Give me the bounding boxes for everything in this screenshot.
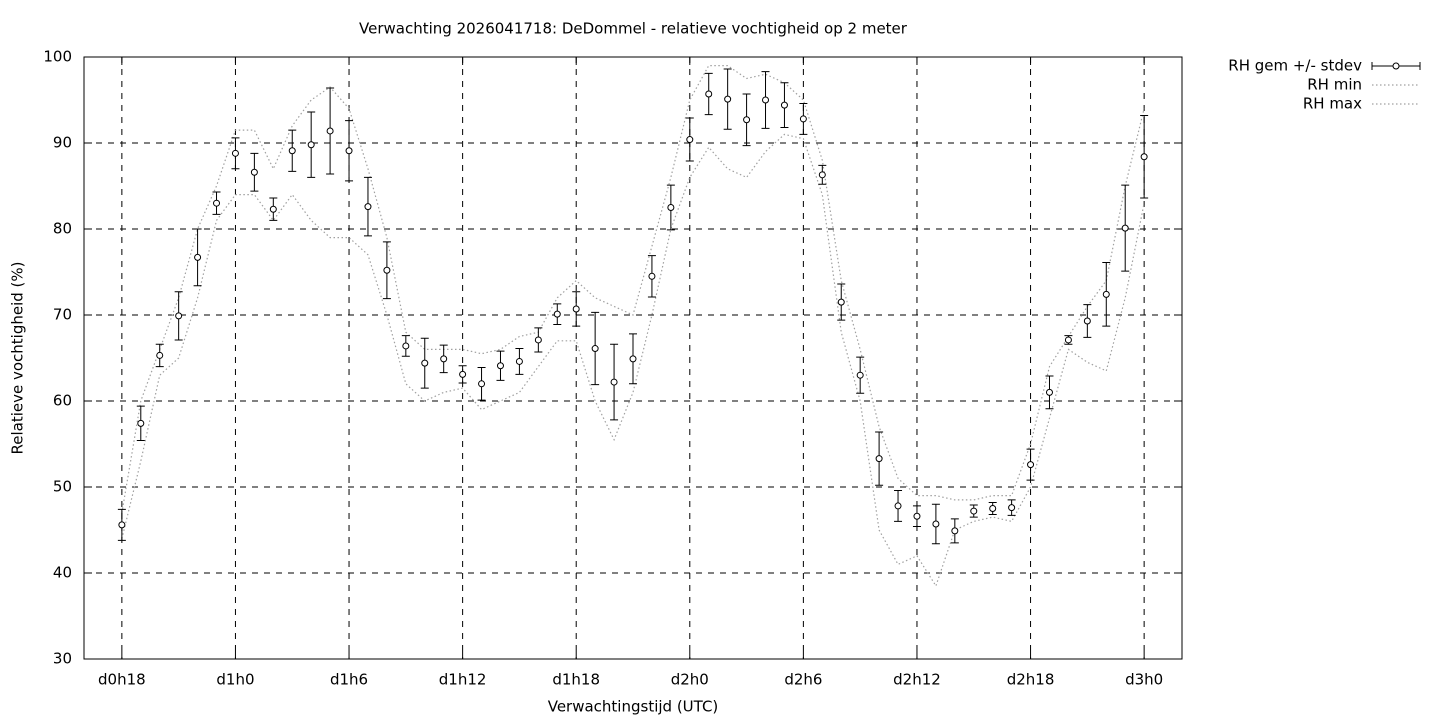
data-point	[1140, 153, 1148, 161]
data-point	[1121, 224, 1129, 232]
data-point	[269, 205, 277, 213]
x-tick-label: d1h0	[216, 671, 254, 689]
y-tick-label: 50	[53, 478, 72, 496]
y-tick-label: 80	[53, 220, 72, 238]
data-point	[705, 90, 713, 98]
data-point	[780, 101, 788, 109]
y-tick-label: 60	[53, 392, 72, 410]
data-point	[440, 355, 448, 363]
y-tick-label: 90	[53, 134, 72, 152]
data-point	[288, 147, 296, 155]
y-tick-label: 40	[53, 564, 72, 582]
data-point	[231, 149, 239, 157]
x-tick-label: d2h12	[893, 671, 941, 689]
data-point	[591, 345, 599, 353]
data-point	[743, 116, 751, 124]
data-point	[402, 342, 410, 350]
data-point	[553, 310, 561, 318]
x-tick-label: d2h18	[1007, 671, 1055, 689]
data-point	[118, 521, 126, 529]
data-point	[496, 362, 504, 370]
data-point	[156, 351, 164, 359]
data-point	[970, 507, 978, 515]
data-point	[213, 199, 221, 207]
data-point	[478, 380, 486, 388]
data-point	[686, 136, 694, 144]
chart-title: Verwachting 2026041718: DeDommel - relat…	[359, 20, 908, 38]
plot-frame	[83, 56, 1183, 660]
data-point	[837, 298, 845, 306]
data-point	[667, 204, 675, 211]
data-point	[629, 355, 637, 363]
data-point	[1083, 317, 1091, 325]
legend-label: RH max	[1303, 95, 1362, 113]
y-tick-label: 70	[53, 306, 72, 324]
data-point	[989, 505, 997, 512]
data-point	[137, 419, 145, 427]
data-point	[648, 272, 656, 280]
y-tick-label: 100	[43, 48, 72, 66]
line-series	[121, 64, 1145, 513]
x-tick-label: d2h6	[784, 671, 822, 689]
data-point	[799, 115, 807, 123]
data-point	[326, 127, 334, 135]
data-point	[875, 455, 883, 463]
data-point	[951, 527, 959, 535]
data-point	[421, 359, 429, 367]
data-point	[345, 147, 353, 155]
data-point	[856, 371, 864, 379]
x-axis-label: Verwachtingstijd (UTC)	[548, 698, 719, 716]
data-point	[1102, 290, 1110, 298]
data-point	[610, 378, 618, 386]
data-point	[459, 370, 467, 378]
legend-swatch	[1392, 62, 1400, 70]
data-point	[515, 357, 523, 365]
data-point	[1008, 504, 1016, 512]
data-point	[1064, 336, 1072, 344]
x-tick-label: d3h0	[1125, 671, 1163, 689]
data-point	[250, 168, 258, 176]
data-point	[175, 312, 183, 320]
x-tick-label: d1h12	[439, 671, 487, 689]
legend-label: RH gem +/- stdev	[1228, 57, 1362, 75]
data-point	[894, 502, 902, 510]
y-axis-label: Relatieve vochtigheid (%)	[9, 261, 27, 454]
data-point	[762, 96, 770, 104]
data-point	[383, 266, 391, 274]
x-tick-label: d0h18	[98, 671, 146, 689]
data-point	[307, 141, 315, 149]
data-point	[913, 512, 921, 520]
x-tick-label: d1h18	[552, 671, 600, 689]
x-tick-label: d2h0	[671, 671, 709, 689]
data-point	[364, 203, 372, 211]
data-point	[534, 336, 542, 344]
data-point	[932, 520, 940, 528]
data-point	[724, 95, 732, 103]
data-point	[194, 253, 202, 261]
data-point	[818, 171, 826, 179]
legend-label: RH min	[1307, 76, 1362, 94]
data-point	[1045, 388, 1053, 396]
data-point	[1027, 461, 1035, 469]
x-tick-label: d1h6	[330, 671, 368, 689]
data-point	[572, 305, 580, 313]
y-tick-label: 30	[53, 650, 72, 668]
